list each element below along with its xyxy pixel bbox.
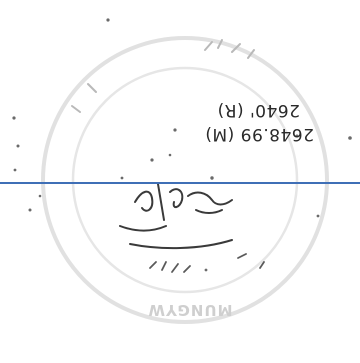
elevation-readout: 2648.99 (M) 2640' (R) bbox=[164, 78, 314, 146]
stamp-name-text: MUNGYW bbox=[147, 301, 232, 319]
stamp-bottom-marks bbox=[149, 253, 265, 273]
elevation-reference: 2640' (R) bbox=[217, 100, 300, 120]
stamp-speckles bbox=[12, 18, 352, 272]
horizontal-rule-line bbox=[0, 182, 360, 184]
svg-text:MUNGYW: MUNGYW bbox=[147, 301, 232, 319]
elevation-measured: 2648.99 (M) bbox=[204, 124, 314, 144]
signature-underline bbox=[129, 239, 233, 250]
seal-outer-ring bbox=[41, 36, 329, 324]
stamp-arc-marks bbox=[71, 39, 255, 113]
signature-scribble bbox=[119, 183, 233, 232]
seal-inner-ring bbox=[71, 66, 299, 294]
